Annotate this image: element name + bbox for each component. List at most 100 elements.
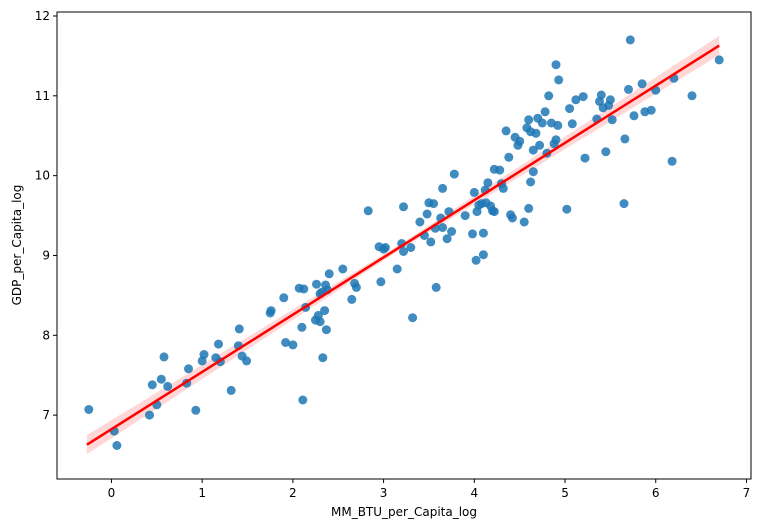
data-point	[578, 92, 588, 102]
data-point	[438, 183, 448, 193]
y-tick-label: 12	[35, 9, 50, 23]
plot-frame	[56, 11, 752, 480]
data-point	[646, 105, 656, 115]
data-point	[299, 284, 309, 294]
data-point	[524, 203, 534, 213]
data-point	[553, 120, 563, 130]
data-point	[147, 380, 157, 390]
data-point	[551, 135, 561, 145]
data-point	[159, 352, 169, 362]
data-point	[298, 395, 308, 405]
data-point	[426, 237, 436, 247]
y-tick-label: 7	[42, 408, 50, 422]
data-point	[415, 217, 425, 227]
data-point	[447, 227, 457, 236]
data-point	[163, 381, 173, 391]
data-point	[687, 91, 697, 101]
data-point	[471, 255, 481, 265]
x-axis-label: MM_BTU_per_Capita_log	[331, 505, 477, 519]
data-point	[537, 118, 547, 128]
data-point	[380, 243, 390, 252]
data-point	[580, 153, 590, 163]
data-point	[408, 313, 418, 323]
data-point	[338, 264, 348, 274]
data-point	[515, 136, 525, 146]
y-axis-label: GDP_per_Capita_log	[10, 185, 24, 306]
data-point	[498, 183, 508, 193]
data-point	[519, 217, 529, 227]
data-point	[315, 317, 325, 327]
data-point	[442, 234, 452, 244]
data-point	[483, 178, 493, 188]
data-point	[281, 338, 291, 347]
data-point	[562, 204, 572, 214]
data-point	[620, 134, 630, 144]
data-point	[406, 243, 416, 252]
data-point	[714, 55, 724, 65]
data-point	[429, 199, 438, 209]
data-point	[544, 91, 554, 101]
data-point	[524, 115, 534, 125]
data-point	[145, 410, 154, 420]
data-point	[214, 339, 223, 349]
y-tick-label: 9	[42, 248, 50, 262]
data-point	[605, 95, 615, 105]
data-point	[234, 324, 244, 334]
data-point	[554, 75, 564, 85]
data-point	[495, 165, 505, 175]
data-point	[399, 202, 408, 212]
y-tick-label: 10	[35, 169, 50, 183]
data-point	[624, 84, 633, 94]
data-point	[625, 35, 635, 45]
data-point	[629, 111, 639, 121]
x-tick-label: 4	[470, 486, 478, 500]
data-point	[438, 223, 448, 232]
data-point	[242, 356, 252, 366]
data-point	[399, 247, 408, 256]
x-tick-label: 5	[561, 486, 569, 500]
data-point	[199, 350, 209, 359]
data-point	[351, 282, 361, 292]
data-point	[478, 228, 488, 238]
data-point	[667, 156, 677, 166]
data-point	[528, 167, 538, 177]
data-point	[422, 209, 432, 219]
data-point	[469, 187, 479, 197]
data-point	[449, 169, 459, 179]
plot-area	[84, 35, 724, 455]
data-point	[460, 211, 470, 221]
data-point	[489, 207, 499, 217]
data-point	[478, 250, 488, 260]
regression-line	[86, 44, 720, 446]
data-point	[376, 277, 386, 287]
data-point	[507, 213, 517, 223]
data-point	[297, 322, 307, 332]
data-point	[318, 353, 328, 363]
y-tick-label: 8	[42, 328, 50, 342]
x-tick-label: 3	[380, 486, 388, 500]
data-point	[363, 206, 373, 216]
data-point	[156, 374, 166, 384]
data-point	[191, 405, 201, 415]
data-point	[637, 79, 647, 89]
data-point	[347, 294, 357, 304]
data-point	[184, 364, 193, 374]
data-point	[565, 104, 575, 114]
data-point	[531, 128, 541, 138]
data-point	[112, 441, 122, 450]
data-point	[540, 107, 550, 117]
data-point	[279, 293, 289, 303]
data-point	[468, 229, 477, 239]
x-tick-label: 6	[652, 486, 660, 500]
data-point	[504, 152, 514, 162]
data-point	[619, 199, 629, 209]
data-point	[601, 147, 611, 157]
data-point	[266, 306, 276, 316]
data-point	[571, 95, 581, 105]
x-tick-label: 0	[108, 486, 116, 500]
data-point	[567, 119, 577, 129]
data-point	[226, 385, 236, 395]
